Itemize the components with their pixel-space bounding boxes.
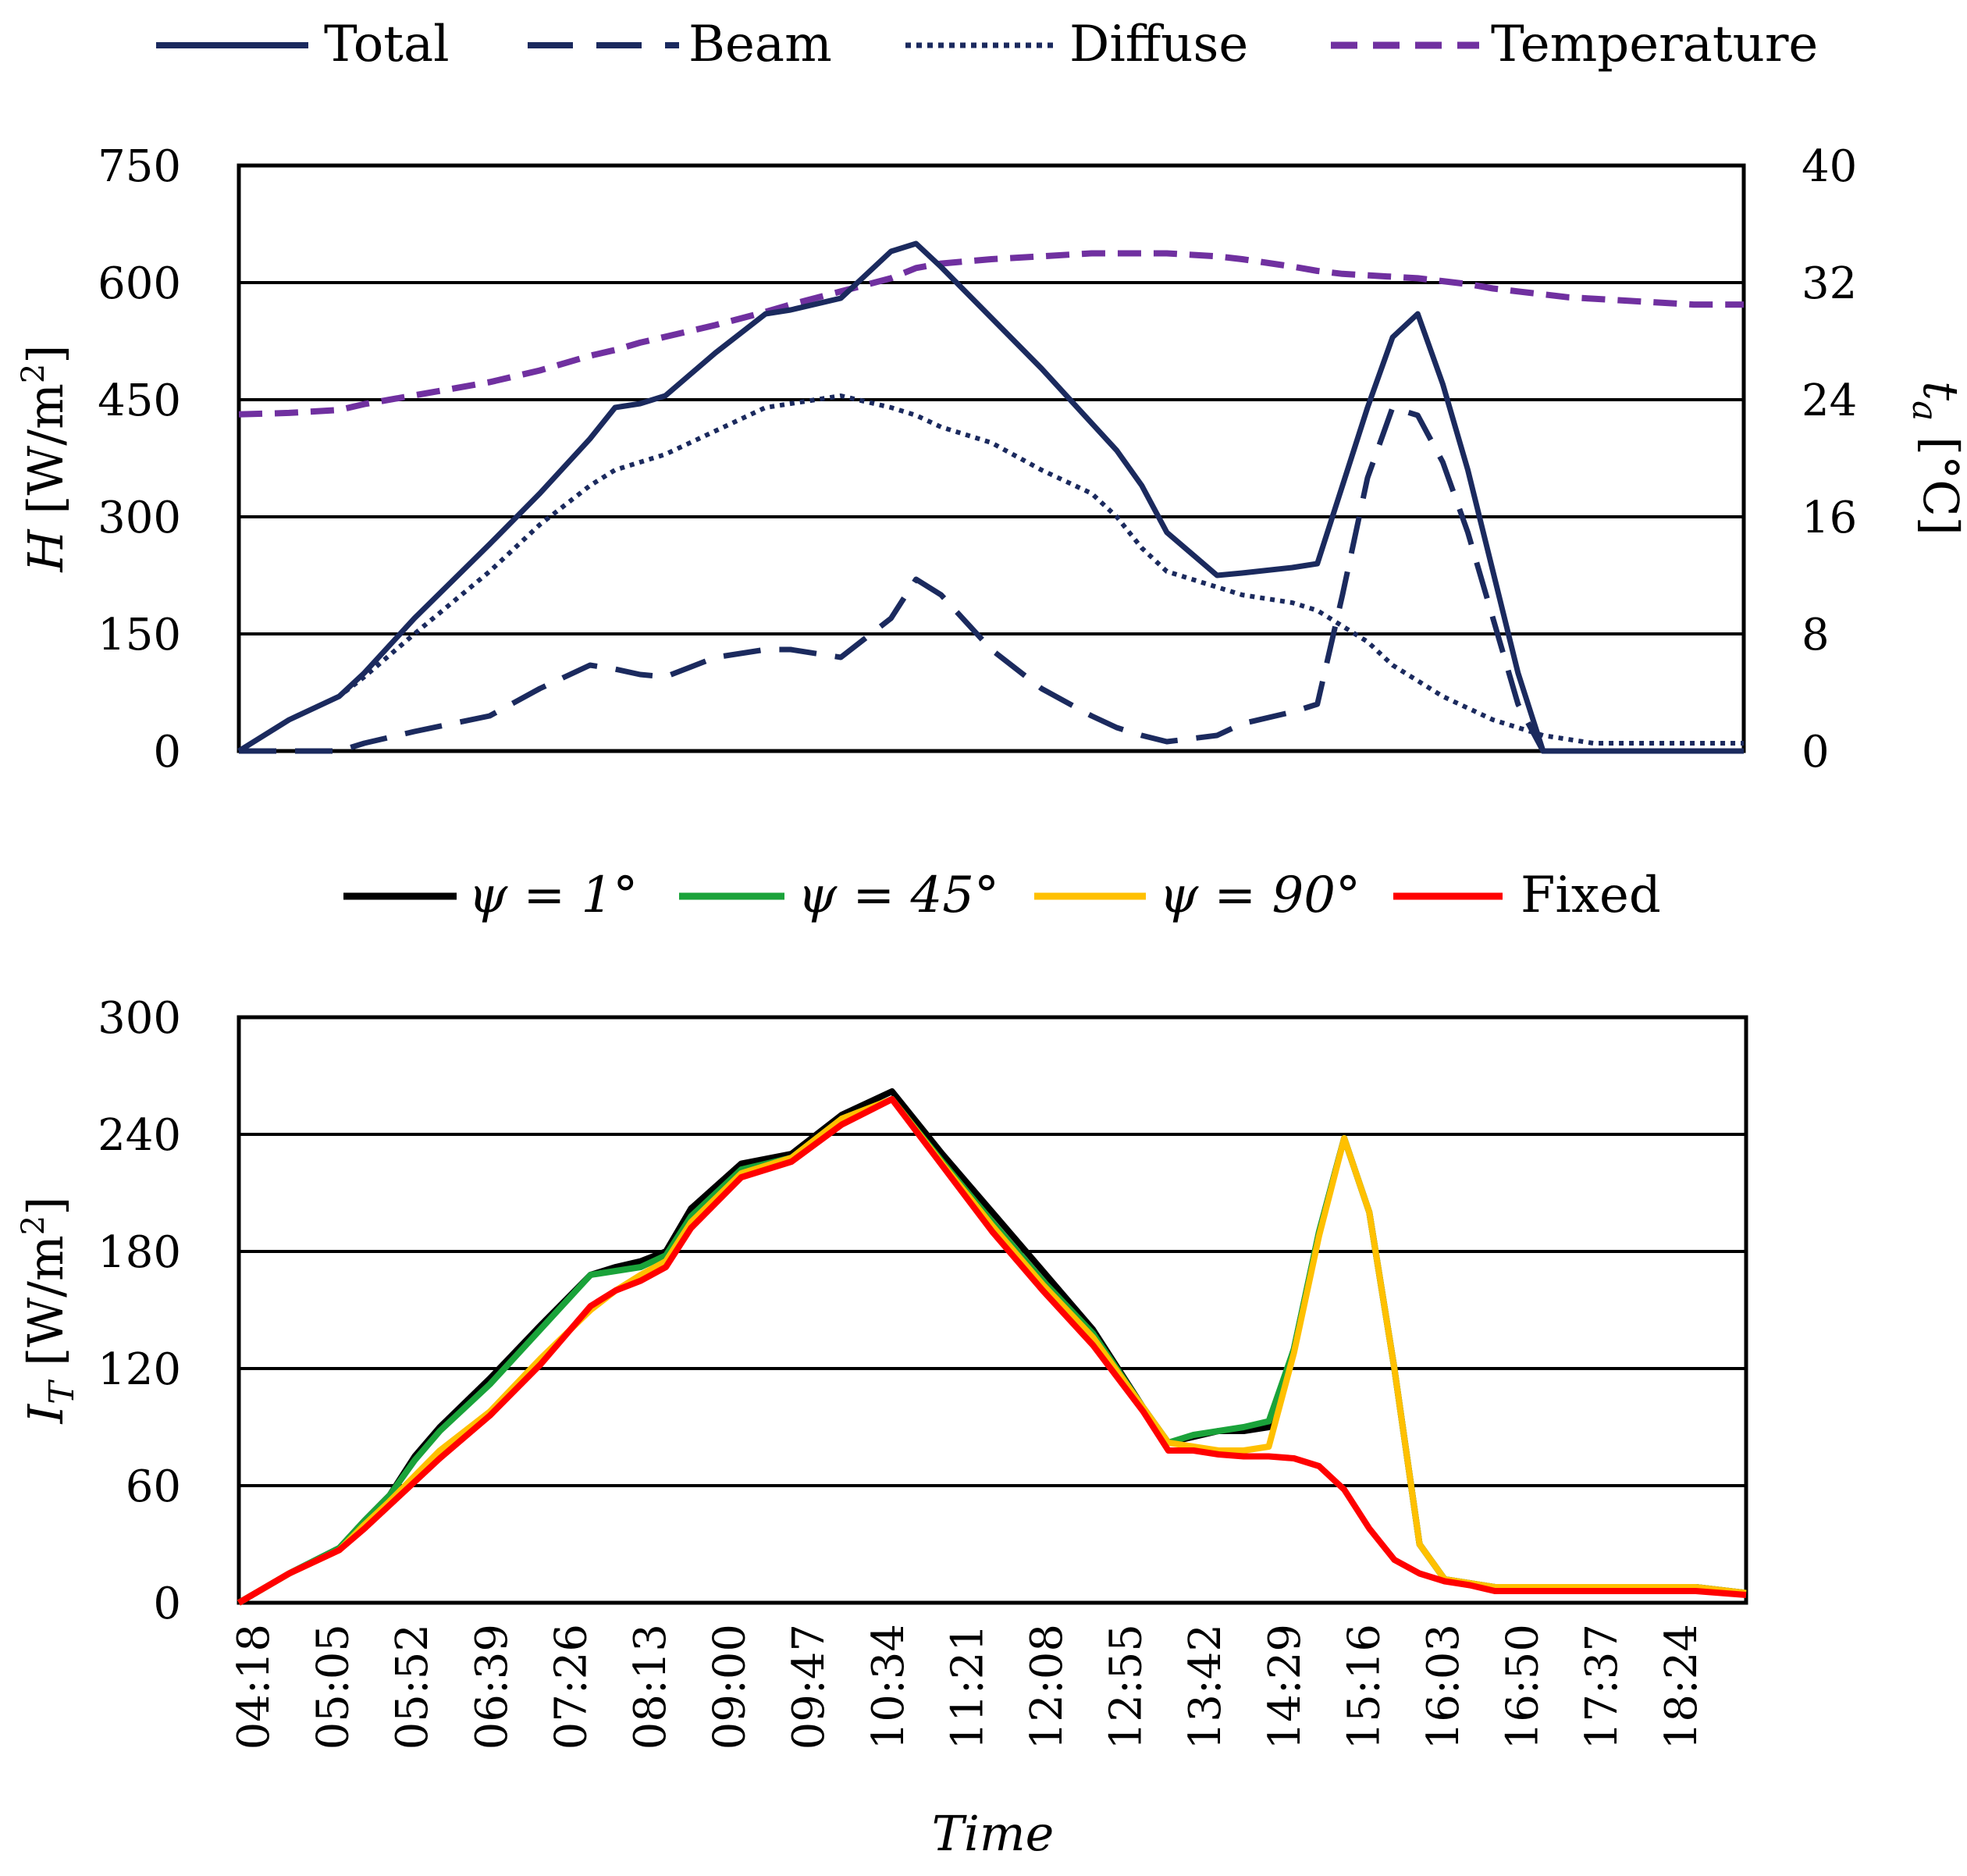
legend-top: Total Beam Diffuse Temperature — [156, 16, 1818, 73]
chart2-grid — [237, 1015, 1748, 1605]
chart1-series-total — [237, 240, 1744, 754]
chart2-ytick-label: 60 — [126, 1461, 181, 1512]
chart1-grid — [237, 163, 1746, 753]
chart2-xtick-label: 10:34 — [863, 1624, 914, 1750]
chart2-xtick-label: 09:47 — [784, 1624, 834, 1750]
chart1-y2tick-label: 32 — [1802, 258, 1857, 309]
chart2-xtick-label: 05:05 — [308, 1624, 359, 1750]
chart1-ytick-label: 0 — [153, 727, 181, 778]
chart2-xtick-label: 17:37 — [1577, 1624, 1627, 1750]
chart2-xtick-label: 09:00 — [705, 1624, 756, 1750]
chart1-ytick-label: 600 — [98, 258, 181, 309]
chart1-ytick-label: 150 — [98, 610, 181, 660]
chart2-y-ticks: 300 240 180 120 60 0 — [98, 993, 181, 1629]
legend-bottom: ψ = 1° ψ = 45° ψ = 90° Fixed — [343, 867, 1661, 924]
chart1-y-ticks: 750 600 450 300 150 0 — [98, 141, 181, 778]
chart1-y2-axis-title: ta [°C] — [1905, 381, 1967, 536]
chart2-series-psi-45 — [237, 1096, 1747, 1606]
chart2-ytick-label: 180 — [98, 1227, 181, 1278]
chart2-xtick-label: 12:08 — [1022, 1624, 1072, 1750]
chart2-xtick-label: 13:42 — [1180, 1624, 1231, 1750]
chart2-xtick-label: 06:39 — [467, 1624, 518, 1750]
chart2-ytick-label: 120 — [98, 1344, 181, 1395]
chart2-plot-area — [237, 1015, 1748, 1605]
chart2-xtick-label: 12:55 — [1101, 1624, 1152, 1750]
chart2-series-fixed — [237, 1096, 1747, 1606]
chart2-xtick-label: 05:52 — [387, 1624, 438, 1750]
legend-label-fixed: Fixed — [1521, 867, 1661, 924]
chart1-series-beam — [239, 404, 1744, 754]
chart2-series-psi-1 — [237, 1088, 1747, 1606]
chart2-xtick-label: 07:26 — [546, 1624, 596, 1750]
chart1-y-axis-title: H [W/m2] — [16, 344, 74, 572]
legend-label-psi-1: ψ = 1° — [468, 867, 638, 924]
chart2-series — [237, 1088, 1747, 1606]
chart2-ytick-label: 240 — [98, 1110, 181, 1161]
chart2-xtick-label: 18:24 — [1656, 1624, 1707, 1750]
legend-label-psi-45: ψ = 45° — [798, 867, 999, 924]
chart1-series — [237, 240, 1744, 754]
chart1-y2tick-label: 0 — [1802, 727, 1830, 778]
chart2-xtick-label: 14:29 — [1260, 1624, 1311, 1750]
legend-label-total: Total — [324, 16, 450, 73]
chart2-y-axis-title: IT [W/m2] — [16, 1197, 82, 1425]
legend-label-temperature: Temperature — [1491, 16, 1818, 73]
legend-label-diffuse: Diffuse — [1069, 16, 1248, 73]
chart1-y2tick-label: 24 — [1802, 376, 1857, 426]
chart2-xtick-label: 15:16 — [1339, 1624, 1389, 1750]
chart2-xtick-label: 04:18 — [229, 1624, 279, 1750]
legend-label-beam: Beam — [688, 16, 832, 73]
chart1-ytick-label: 750 — [98, 141, 181, 192]
chart1-y2-ticks: 40 32 24 16 8 0 — [1802, 141, 1857, 778]
chart2-series-psi-90 — [237, 1096, 1747, 1606]
chart1-y2tick-label: 40 — [1802, 141, 1857, 192]
chart1-plot-area — [237, 163, 1746, 753]
chart2-x-axis-title: Time — [932, 1805, 1055, 1862]
chart1-ytick-label: 450 — [98, 376, 181, 426]
chart2-xtick-label: 16:03 — [1418, 1624, 1469, 1750]
legend-label-psi-90: ψ = 90° — [1159, 867, 1361, 924]
chart2-xtick-label: 16:50 — [1498, 1624, 1549, 1750]
chart1-series-temperature — [238, 250, 1744, 418]
chart2-x-ticks: 04:18 05:05 05:52 06:39 07:26 08:13 09:00 09:47… — [229, 1624, 1707, 1750]
chart2-ytick-label: 300 — [98, 993, 181, 1044]
chart2-xtick-label: 11:21 — [942, 1624, 993, 1750]
chart1-y2tick-label: 8 — [1802, 610, 1830, 660]
chart2-ytick-label: 0 — [153, 1579, 181, 1629]
chart1-ytick-label: 300 — [98, 493, 181, 543]
chart1-y2tick-label: 16 — [1802, 493, 1857, 543]
chart2-xtick-label: 08:13 — [625, 1624, 676, 1750]
